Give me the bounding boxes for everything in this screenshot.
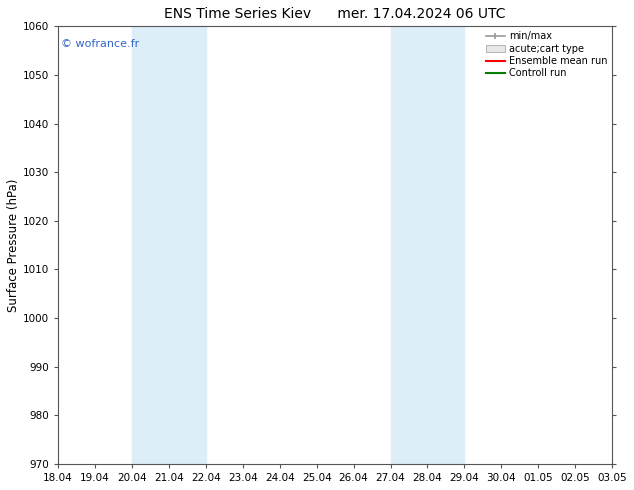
Text: © wofrance.fr: © wofrance.fr	[61, 39, 139, 49]
Bar	[391, 26, 465, 464]
Bar	[132, 26, 206, 464]
Legend: min/max, acute;cart type, Ensemble mean run, Controll run: min/max, acute;cart type, Ensemble mean …	[484, 29, 609, 80]
Title: ENS Time Series Kiev      mer. 17.04.2024 06 UTC: ENS Time Series Kiev mer. 17.04.2024 06 …	[164, 7, 506, 21]
Y-axis label: Surface Pressure (hPa): Surface Pressure (hPa)	[7, 178, 20, 312]
